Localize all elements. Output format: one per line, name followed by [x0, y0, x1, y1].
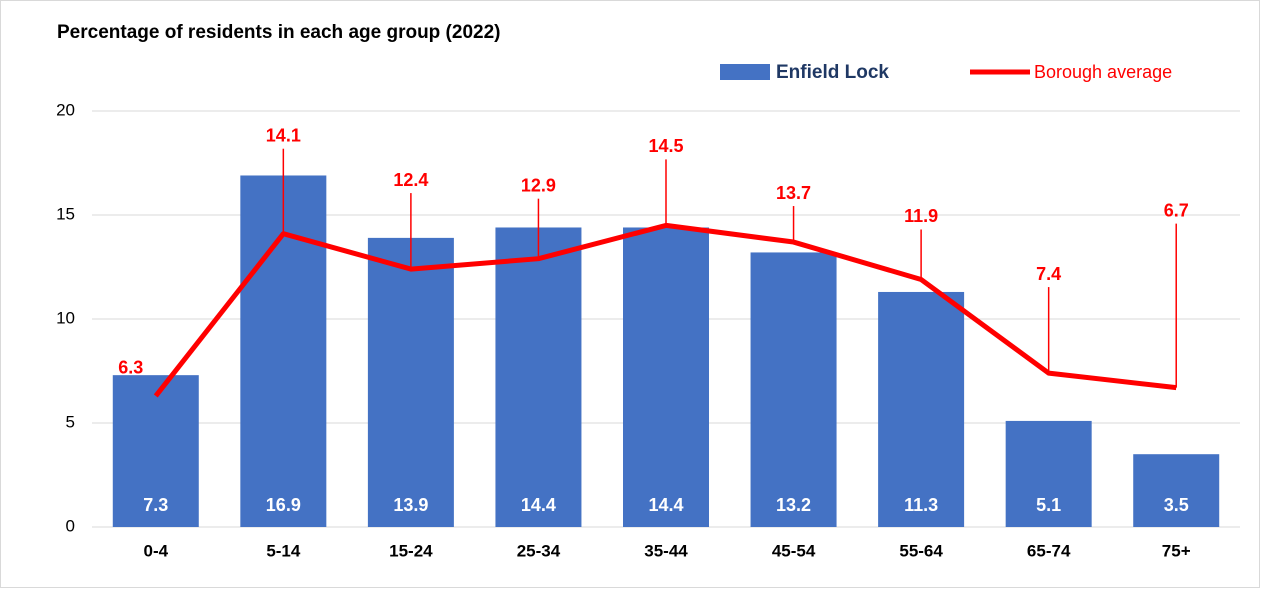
bar-value-label: 14.4 — [648, 495, 683, 515]
legend-label: Borough average — [1034, 62, 1172, 82]
bar-value-label: 14.4 — [521, 495, 556, 515]
line-value-label: 14.5 — [648, 136, 683, 156]
y-tick-label: 20 — [56, 100, 75, 119]
legend-swatch — [720, 64, 770, 80]
line-value-label: 11.9 — [904, 206, 938, 226]
bar — [367, 237, 454, 527]
y-tick-label: 10 — [56, 308, 75, 327]
legend-label: Enfield Lock — [776, 62, 889, 83]
bar — [623, 227, 709, 528]
bar-value-label: 16.9 — [266, 495, 301, 515]
x-tick-label: 0-4 — [143, 541, 168, 560]
bar-value-label: 3.5 — [1164, 495, 1189, 515]
x-tick-label: 15-24 — [389, 541, 433, 560]
x-tick-label: 65-74 — [1027, 541, 1071, 560]
bar — [112, 375, 199, 527]
x-tick-label: 35-44 — [644, 541, 688, 560]
y-tick-label: 15 — [56, 204, 75, 223]
x-tick-label: 55-64 — [899, 541, 943, 560]
bar — [878, 291, 965, 527]
bar-value-label: 13.9 — [393, 495, 428, 515]
x-tick-label: 45-54 — [772, 541, 816, 560]
x-tick-label: 25-34 — [517, 541, 561, 560]
line-value-label: 12.4 — [393, 170, 428, 190]
bar — [495, 227, 582, 528]
bar-value-label: 7.3 — [143, 495, 168, 515]
line-value-label: 6.7 — [1164, 200, 1189, 220]
line-value-label: 6.3 — [118, 358, 143, 378]
line-value-label: 14.1 — [266, 125, 301, 145]
x-tick-label: 5-14 — [266, 541, 301, 560]
bar-value-label: 13.2 — [776, 495, 811, 515]
bar-value-label: 5.1 — [1036, 495, 1061, 515]
bar — [1133, 454, 1220, 527]
y-tick-label: 0 — [66, 516, 75, 535]
bar — [750, 252, 837, 527]
y-tick-label: 5 — [66, 412, 75, 431]
line-value-label: 13.7 — [776, 183, 811, 203]
bar — [1005, 420, 1092, 527]
line-value-label: 7.4 — [1036, 264, 1061, 284]
chart-title: Percentage of residents in each age grou… — [57, 22, 500, 43]
bar-value-label: 11.3 — [904, 495, 938, 515]
x-tick-label: 75+ — [1162, 541, 1191, 560]
line-value-label: 12.9 — [521, 175, 556, 195]
